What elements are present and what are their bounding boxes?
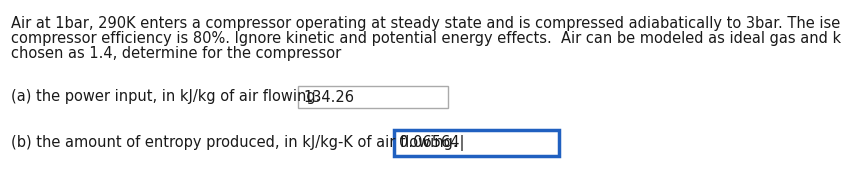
Text: chosen as 1.4, determine for the compressor: chosen as 1.4, determine for the compres…	[11, 46, 341, 61]
Bar	[298, 86, 448, 108]
Text: Air at 1bar, 290K enters a compressor operating at steady state and is compresse: Air at 1bar, 290K enters a compressor op…	[11, 16, 841, 31]
Text: (a) the power input, in kJ/kg of air flowing.: (a) the power input, in kJ/kg of air flo…	[11, 89, 320, 105]
Text: 134.26: 134.26	[303, 89, 354, 105]
Text: compressor efficiency is 80%. Ignore kinetic and potential energy effects.  Air : compressor efficiency is 80%. Ignore kin…	[11, 31, 841, 46]
Bar	[394, 130, 559, 156]
Text: 0.06564|: 0.06564|	[399, 135, 464, 151]
Text: (b) the amount of entropy produced, in kJ/kg-K of air flowing.: (b) the amount of entropy produced, in k…	[11, 135, 458, 150]
